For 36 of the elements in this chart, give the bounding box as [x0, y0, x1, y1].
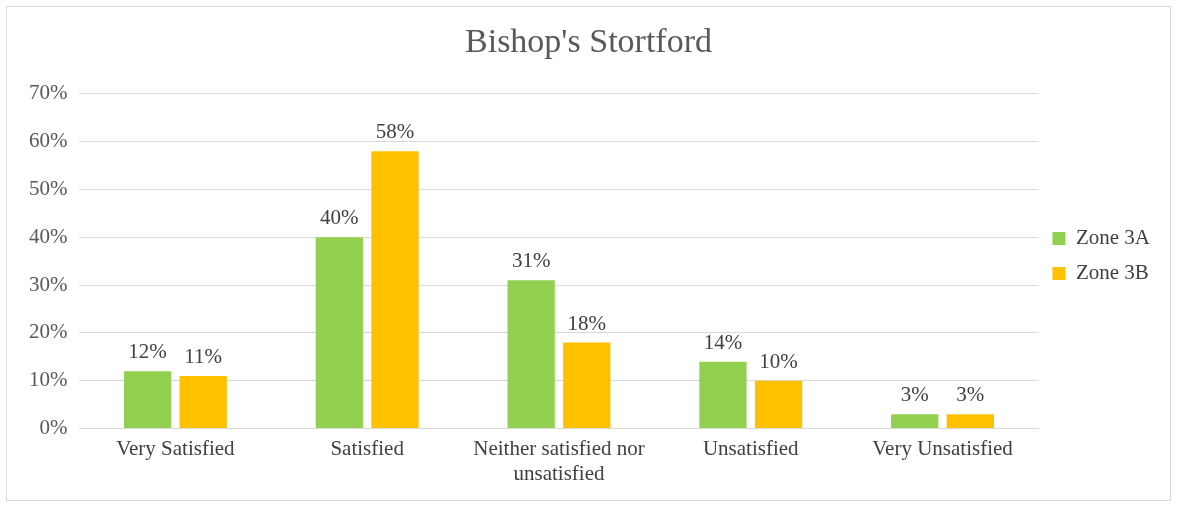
bar	[699, 361, 747, 429]
data-label: 11%	[184, 344, 223, 368]
y-tick-label: 20%	[28, 319, 68, 344]
x-tick-label: Very Satisfied	[116, 435, 236, 460]
y-tick-label: 60%	[28, 128, 68, 153]
y-tick-label: 10%	[28, 367, 68, 392]
data-label: 3%	[900, 382, 929, 407]
data-label: 58%	[375, 119, 415, 144]
y-tick-label: 0%	[39, 415, 68, 440]
x-tick-label: Unsatisfied	[702, 435, 800, 460]
bar	[563, 342, 611, 429]
data-label: 10%	[759, 348, 798, 373]
x-tick-label: Neither satisfied nor unsatisfied	[473, 435, 645, 485]
y-tick-label: 70%	[28, 80, 68, 105]
y-tick-label: 50%	[28, 175, 68, 200]
legend-label: Zone 3B	[1075, 260, 1149, 285]
bar	[754, 380, 803, 429]
bar	[891, 414, 939, 429]
data-label: 18%	[567, 310, 607, 335]
data-label: 40%	[320, 205, 359, 230]
x-tick-label: Very Unsatisfied	[872, 435, 1014, 460]
data-label: 3%	[956, 382, 985, 407]
data-label: 31%	[511, 248, 551, 273]
data-label: 12%	[128, 339, 167, 364]
legend-label: Zone 3A	[1075, 225, 1151, 250]
bar	[315, 237, 364, 429]
x-tick-label: Satisfied	[330, 435, 405, 460]
y-tick-label: 40%	[28, 223, 68, 248]
bar	[371, 151, 419, 429]
chart-title: Bishop's Stortford	[465, 22, 712, 60]
bar	[507, 280, 555, 429]
y-tick-label: 30%	[28, 271, 68, 296]
data-label: 14%	[703, 329, 743, 354]
bar	[946, 414, 994, 429]
bar	[179, 375, 227, 429]
bar	[123, 371, 172, 429]
